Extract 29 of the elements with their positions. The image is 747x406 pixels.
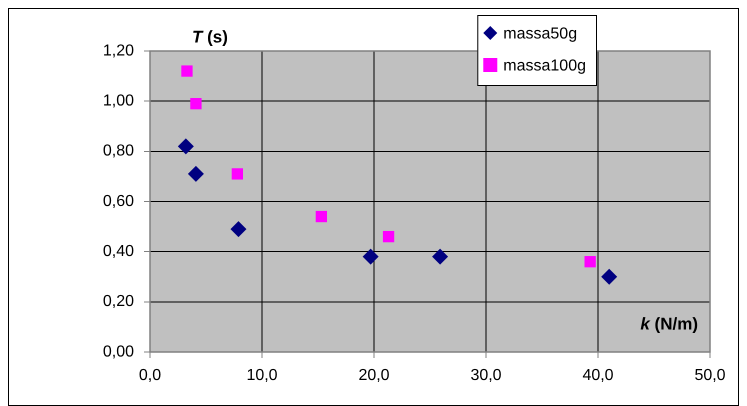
- point: [601, 268, 618, 285]
- point: [584, 256, 596, 268]
- y-tick-label: 0,60: [102, 192, 134, 210]
- point: [188, 166, 204, 182]
- legend-label: massa100g: [503, 57, 586, 74]
- point: [190, 98, 202, 110]
- x-tick-label: 40,0: [582, 367, 614, 384]
- point: [362, 248, 379, 265]
- y-tick-label: 1,00: [102, 92, 134, 110]
- point: [230, 221, 246, 238]
- point: [316, 210, 328, 222]
- legend-label: massa50g: [503, 25, 578, 42]
- y-tick-label: 0,80: [102, 142, 134, 160]
- y-tick-label: 1,20: [102, 42, 134, 60]
- x-axis-title: k (N/m): [640, 314, 698, 334]
- y-axis-title: T (s): [192, 28, 228, 47]
- point: [432, 248, 448, 265]
- y-tick-label: 0,20: [102, 293, 134, 310]
- point: [181, 65, 193, 77]
- point: [178, 138, 194, 154]
- x-tick-label: 20,0: [358, 367, 390, 384]
- x-tick-label: 30,0: [470, 367, 502, 384]
- point: [382, 230, 394, 242]
- x-tick-label: 10,0: [246, 367, 278, 384]
- point: [232, 168, 244, 180]
- y-tick-label: 0,40: [102, 243, 134, 260]
- x-tick-label: 50,0: [694, 367, 726, 384]
- y-tick-label: 0,00: [102, 343, 134, 360]
- x-tick-label: 0,0: [138, 367, 162, 384]
